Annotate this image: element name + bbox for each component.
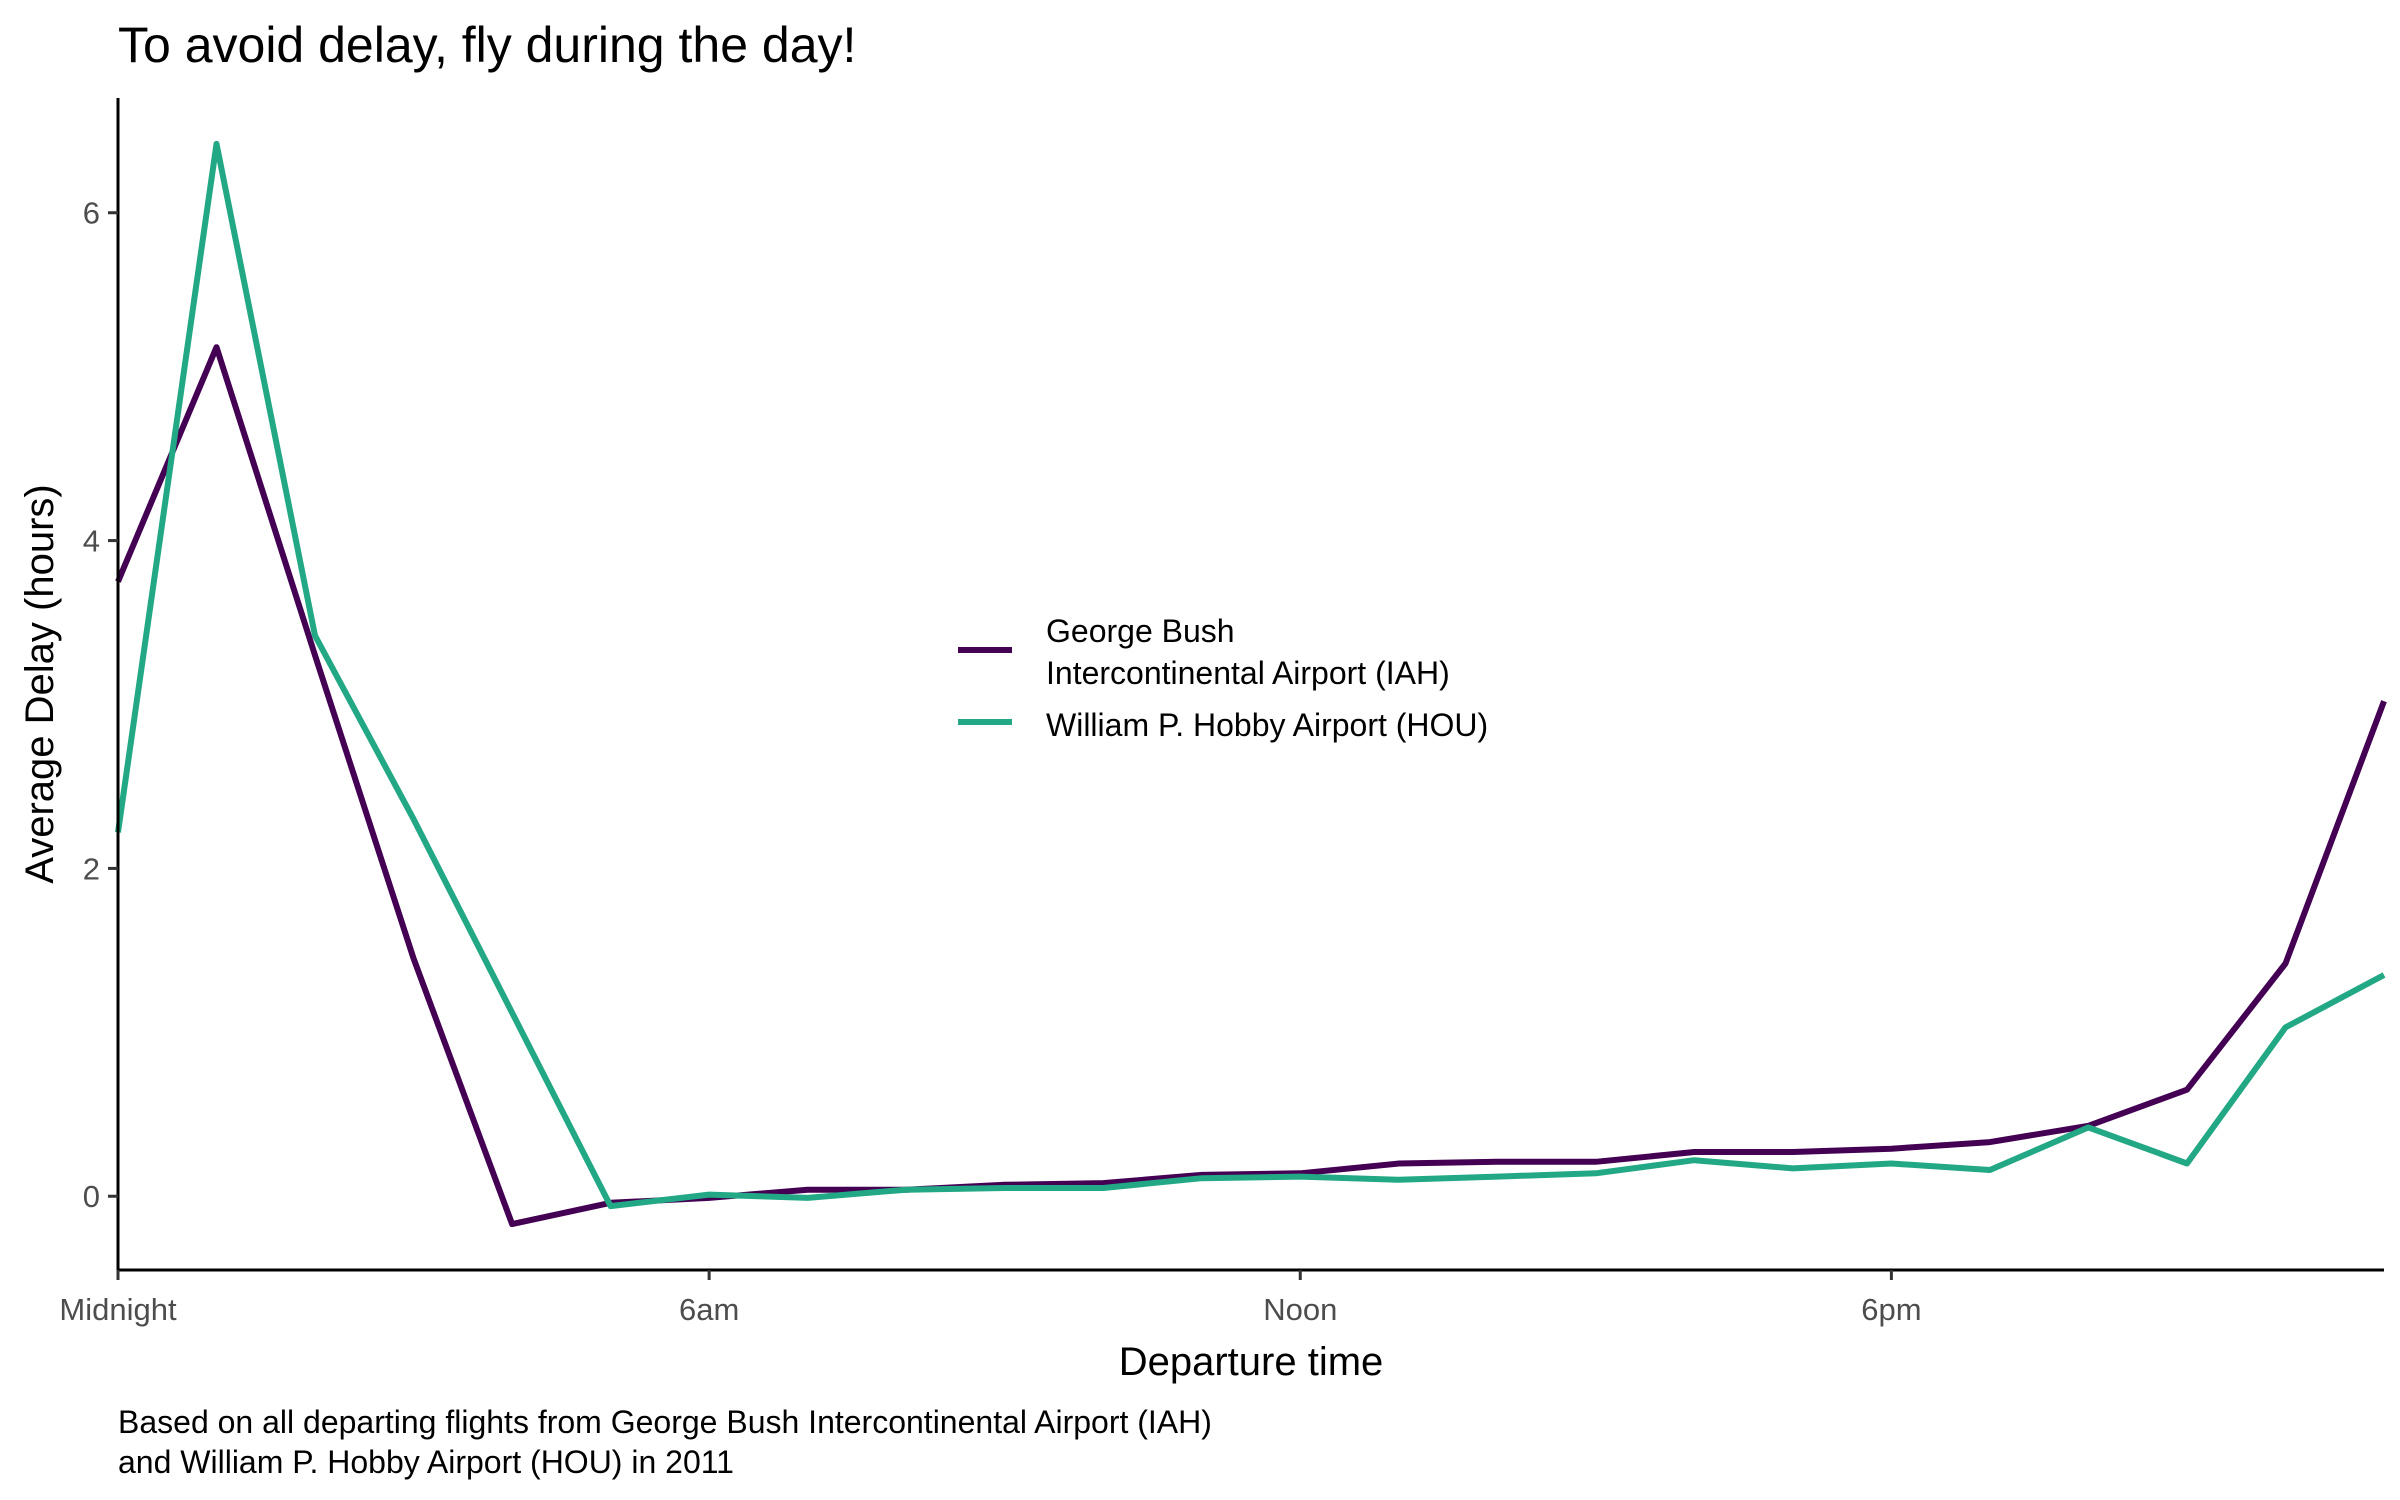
series-line-2 — [115, 140, 2386, 1210]
x-tick-label-1: 6am — [679, 1292, 739, 1327]
y-axis-title: Average Delay (hours) — [18, 484, 62, 883]
legend: George Bush Intercontinental Airport (IAH… — [958, 613, 1488, 743]
x-tick-label-3: 6pm — [1861, 1292, 1921, 1327]
x-tick-label-0: Midnight — [59, 1292, 177, 1327]
legend-label-1-line-2: Intercontinental Airport (IAH) — [1046, 655, 1450, 691]
series-line-1 — [115, 344, 2387, 1228]
series-layer — [115, 140, 2387, 1228]
caption-line-1: Based on all departing flights from Geor… — [118, 1404, 1212, 1440]
caption-line-2: and William P. Hobby Airport (HOU) in 20… — [118, 1444, 734, 1480]
legend-label-1-line-1: George Bush — [1046, 613, 1235, 649]
legend-label-2-line-1: William P. Hobby Airport (HOU) — [1046, 707, 1488, 743]
y-tick-label-3: 6 — [83, 196, 100, 231]
y-tick-label-0: 0 — [83, 1179, 100, 1214]
y-tick-label-1: 2 — [83, 851, 100, 886]
x-axis-title: Departure time — [1119, 1340, 1384, 1384]
chart-title: To avoid delay, fly during the day! — [118, 17, 856, 73]
x-tick-label-2: Noon — [1263, 1292, 1337, 1327]
y-ticks: 0 2 4 6 — [83, 196, 118, 1214]
y-tick-label-2: 4 — [83, 524, 100, 559]
x-ticks: Midnight 6am Noon 6pm — [59, 1270, 1922, 1327]
